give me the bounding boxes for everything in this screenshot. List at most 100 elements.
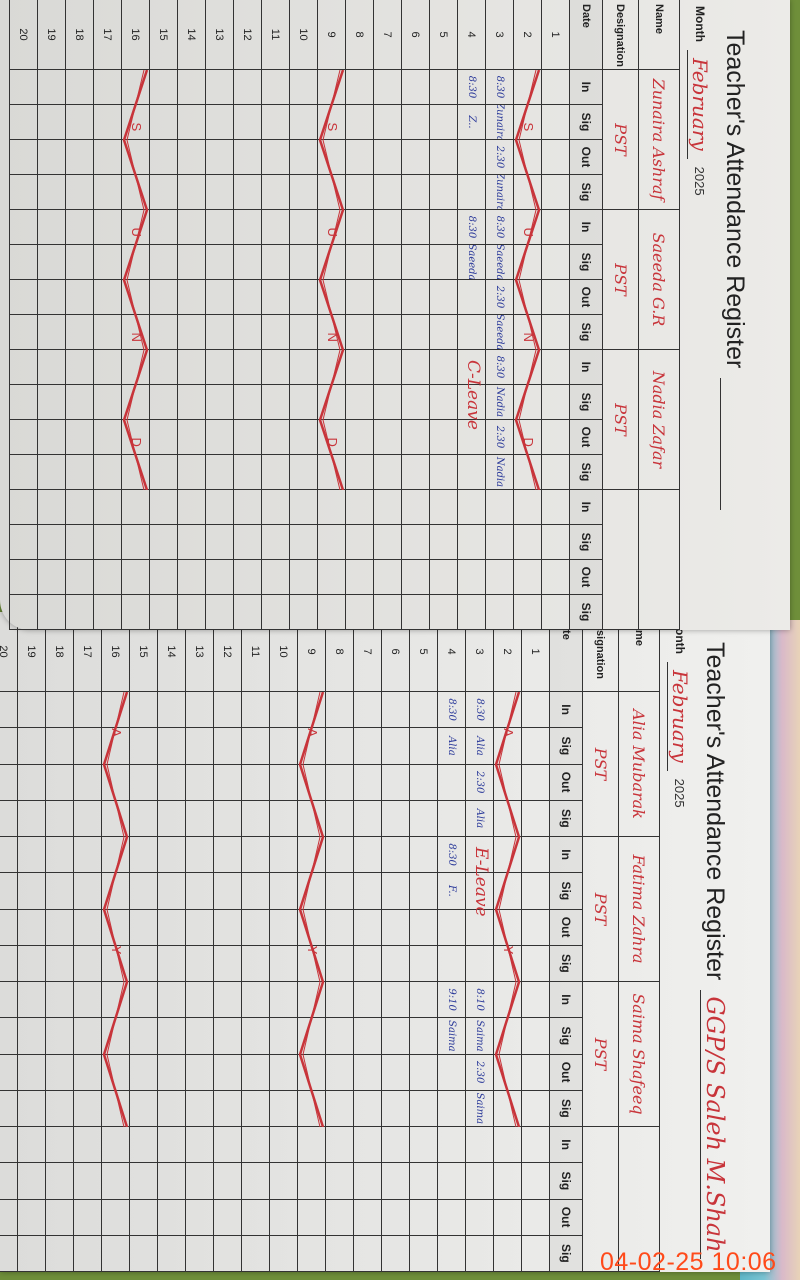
attendance-cell bbox=[522, 982, 549, 1019]
date-number: 14 bbox=[178, 0, 205, 70]
attendance-cell bbox=[234, 280, 261, 315]
attendance-cell: 2:30 bbox=[486, 140, 513, 175]
attendance-cell bbox=[438, 1235, 465, 1272]
date-row: 7 bbox=[353, 612, 381, 1272]
attendance-cell bbox=[158, 764, 185, 801]
attendance-cell bbox=[326, 909, 353, 946]
attendance-cell bbox=[346, 490, 373, 525]
attendance-cell: 8:30 bbox=[486, 210, 513, 245]
attendance-cell bbox=[130, 800, 157, 837]
sunday-letter: S bbox=[521, 122, 536, 132]
attendance-cell bbox=[150, 315, 177, 350]
attendance-cell bbox=[46, 1018, 73, 1055]
attendance-cell bbox=[514, 385, 541, 420]
attendance-cell bbox=[430, 140, 457, 175]
attendance-cell bbox=[178, 490, 205, 525]
attendance-cell bbox=[158, 837, 185, 874]
attendance-cell bbox=[102, 1235, 129, 1272]
attendance-cell bbox=[122, 455, 149, 490]
date-number: 7 bbox=[374, 0, 401, 70]
attendance-cell bbox=[522, 1163, 549, 1200]
attendance-cell bbox=[94, 175, 121, 210]
attendance-cell bbox=[150, 595, 177, 630]
attendance-cell: Saima bbox=[466, 1090, 493, 1127]
attendance-cell bbox=[206, 560, 233, 595]
sunday-letter: D bbox=[325, 437, 340, 447]
attendance-cell bbox=[326, 728, 353, 765]
attendance-cell bbox=[326, 1235, 353, 1272]
attendance-cell bbox=[186, 873, 213, 910]
sunday-letter: D bbox=[129, 437, 144, 447]
sunday-letter: Y bbox=[109, 945, 124, 955]
attendance-cell bbox=[346, 140, 373, 175]
attendance-cell bbox=[158, 873, 185, 910]
attendance-cell bbox=[382, 692, 409, 729]
attendance-cell bbox=[102, 1054, 129, 1091]
attendance-cell bbox=[374, 210, 401, 245]
attendance-cell bbox=[38, 490, 65, 525]
attendance-cell bbox=[290, 210, 317, 245]
attendance-cell: F.. bbox=[438, 873, 465, 910]
attendance-cell bbox=[74, 692, 101, 729]
attendance-cell: 8:30 bbox=[486, 70, 513, 105]
attendance-cell bbox=[438, 800, 465, 837]
designation-row: Designation PST PST PST bbox=[582, 612, 618, 1272]
attendance-cell bbox=[402, 210, 429, 245]
attendance-cell bbox=[46, 764, 73, 801]
attendance-cell bbox=[234, 490, 261, 525]
attendance-cell bbox=[242, 1199, 269, 1236]
attendance-cell bbox=[234, 525, 261, 560]
date-number: 16 bbox=[122, 0, 149, 70]
attendance-cell bbox=[430, 420, 457, 455]
attendance-cell bbox=[234, 350, 261, 385]
date-row: 9 S U N D bbox=[317, 0, 345, 630]
attendance-cell bbox=[542, 315, 569, 350]
column-header: Sig bbox=[570, 455, 602, 490]
attendance-cell bbox=[382, 1090, 409, 1127]
date-row: 1 bbox=[541, 0, 569, 630]
date-row: 20 bbox=[0, 612, 17, 1272]
attendance-cell bbox=[0, 873, 17, 910]
attendance-cell bbox=[430, 315, 457, 350]
attendance-cell bbox=[74, 1018, 101, 1055]
date-row: 6 bbox=[401, 0, 429, 630]
attendance-cell bbox=[46, 982, 73, 1019]
attendance-cell bbox=[158, 800, 185, 837]
attendance-cell bbox=[430, 245, 457, 280]
attendance-cell bbox=[122, 245, 149, 280]
school-name bbox=[720, 378, 721, 511]
attendance-cell bbox=[438, 764, 465, 801]
attendance-cell bbox=[346, 210, 373, 245]
attendance-cell bbox=[430, 455, 457, 490]
attendance-cell bbox=[326, 873, 353, 910]
register-page-left: Teacher's Attendance Register Month Februa… bbox=[0, 0, 790, 630]
date-row: 18 bbox=[65, 0, 93, 630]
attendance-cell bbox=[74, 764, 101, 801]
column-header: Sig bbox=[570, 315, 602, 350]
attendance-cell bbox=[186, 837, 213, 874]
date-number: 8 bbox=[346, 0, 373, 70]
attendance-cell bbox=[130, 1127, 157, 1164]
attendance-cell bbox=[270, 1127, 297, 1164]
date-row: 3 8:30 Alia 2:30 Alia 8:10 Saima 2:30 Saima E-Lea… bbox=[465, 612, 493, 1272]
sunday-letter: S bbox=[129, 122, 144, 132]
column-header: Sig bbox=[570, 595, 602, 630]
attendance-cell bbox=[46, 873, 73, 910]
teacher-name: Saeeda G.R bbox=[639, 210, 679, 350]
attendance-cell bbox=[242, 728, 269, 765]
attendance-cell bbox=[74, 800, 101, 837]
date-row: 14 bbox=[157, 612, 185, 1272]
attendance-cell bbox=[270, 1090, 297, 1127]
column-header: In bbox=[570, 490, 602, 525]
attendance-cell bbox=[122, 140, 149, 175]
attendance-cell bbox=[326, 837, 353, 874]
attendance-cell bbox=[522, 728, 549, 765]
attendance-cell bbox=[38, 105, 65, 140]
attendance-cell bbox=[150, 280, 177, 315]
attendance-cell bbox=[150, 140, 177, 175]
attendance-cell bbox=[178, 140, 205, 175]
attendance-cell bbox=[262, 420, 289, 455]
attendance-cell bbox=[46, 1199, 73, 1236]
attendance-cell bbox=[522, 692, 549, 729]
attendance-cell bbox=[94, 280, 121, 315]
